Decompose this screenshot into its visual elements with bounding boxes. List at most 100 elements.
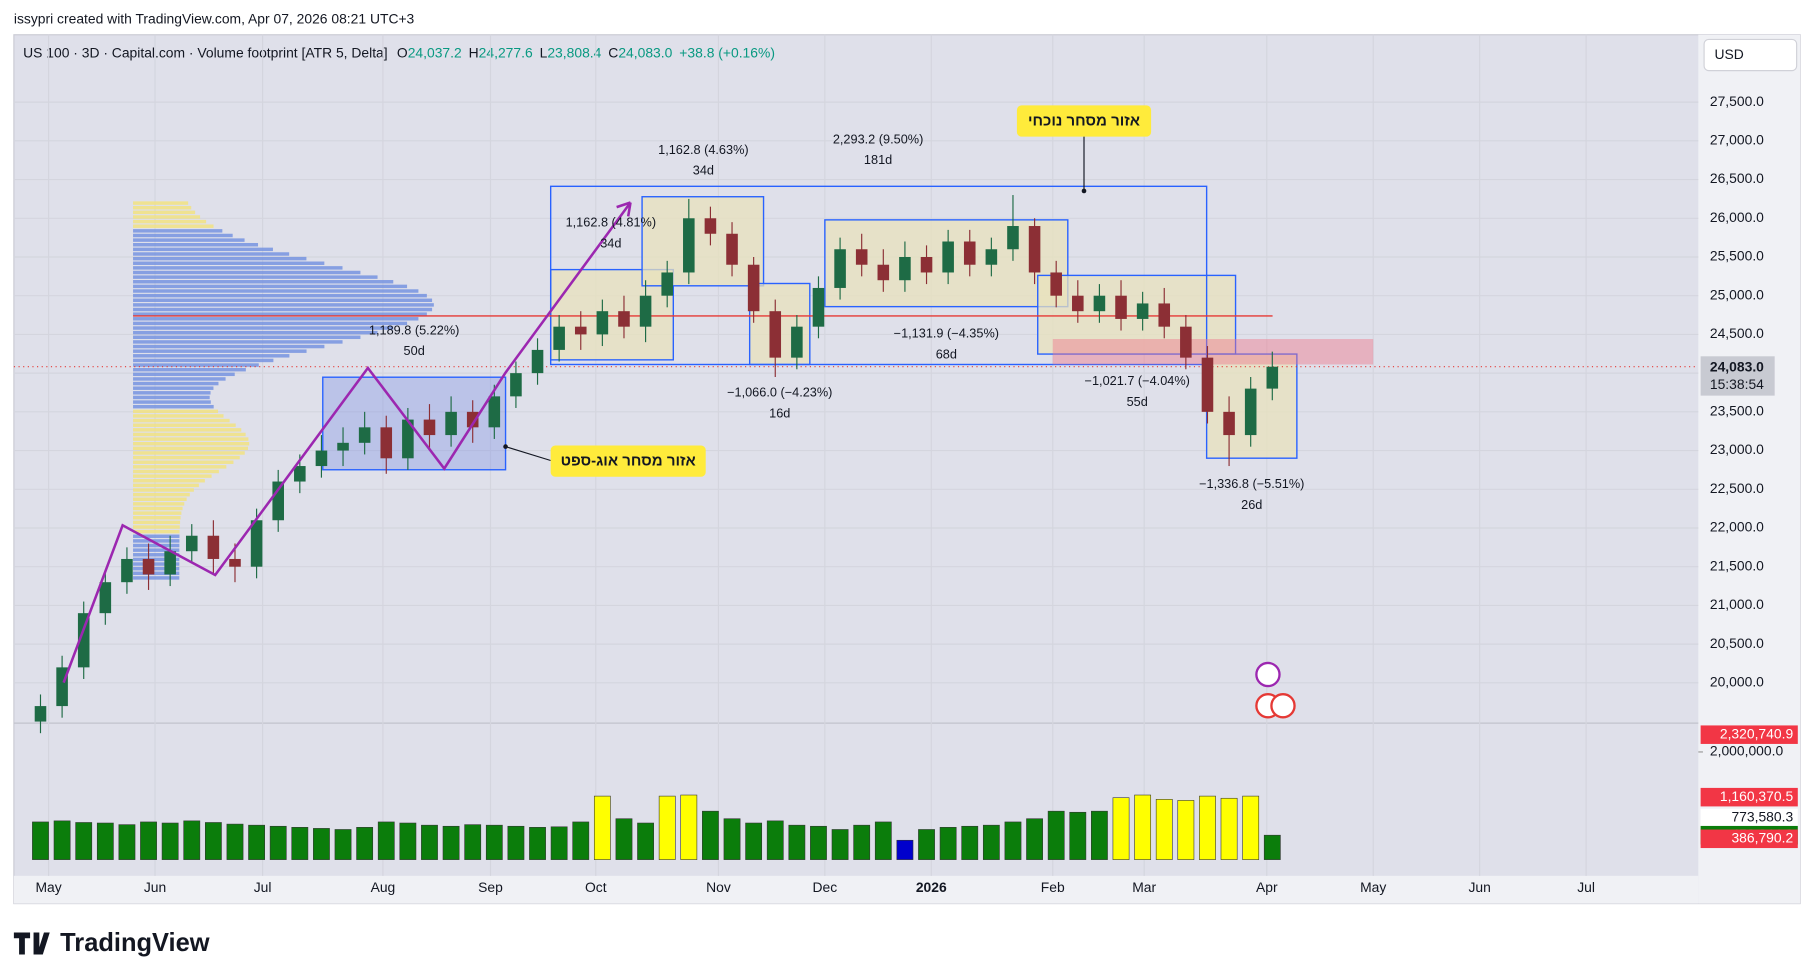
volume-profile-row [133,553,180,557]
currency[interactable]: USD [1715,46,1744,62]
measure-box [1205,353,1298,459]
volume-profile-row [133,511,182,515]
candle-body [445,411,457,436]
volume-profile-row [133,391,211,395]
callout-anchor [503,444,508,449]
volume-profile-row [133,395,210,400]
volume-bar [702,810,719,860]
measure-change: 1,162.8 (4.63%) [658,142,749,157]
volume-profile-row [133,488,194,492]
candle-body [596,311,609,335]
volume-profile-row [133,441,250,446]
volume-bar [334,829,352,860]
volume-bar [680,794,698,860]
volume-profile-row [133,233,233,238]
event-icon [1270,693,1296,719]
volume-bar [1134,794,1152,860]
ohlc-value: 24,277.6 [479,44,533,60]
candle-body [1244,388,1257,436]
volume-bar [507,825,525,860]
ohlc-value: 24,083.0 [618,44,672,60]
candle-body [488,396,501,428]
volume-bar [1263,834,1281,860]
volume-profile-row [133,469,219,474]
volume-bar [982,824,1000,860]
time-label: Aug [371,879,396,895]
volume-profile-row [133,243,259,247]
time-label: Feb [1041,879,1065,895]
volume-profile-row [133,428,242,432]
measure-change: −1,336.8 (−5.51%) [1199,476,1304,491]
volume-bar [766,820,784,860]
volume-profile-row [133,543,180,548]
volume-profile-row [133,303,434,307]
volume-bar [1047,810,1065,860]
measure-box [641,196,765,287]
volume-bar [572,821,590,860]
candle-body [294,466,306,482]
y2-tick-label: 2,000,000.0 [1710,743,1784,759]
volume-badge-label: 773,580.3 [1731,809,1793,825]
measure-duration: 55d [1127,394,1148,409]
time-label: May [35,879,61,895]
volume-bar [896,839,914,860]
volume-profile-row [133,571,180,576]
volume-bar [1069,811,1087,860]
volume-profile-row [133,275,378,279]
time-label: Sep [478,879,503,895]
callout-leader [505,446,551,462]
volume-bar [442,825,460,860]
volume-profile-row [133,404,214,409]
candle-body [1072,295,1084,312]
candle-body [1050,272,1062,296]
volume-profile-row [133,566,180,571]
y-tick-label: 27,000.0 [1710,132,1764,148]
ohlc-key: H [469,44,479,60]
volume-bar [810,825,827,860]
currency-button[interactable] [1703,38,1798,72]
volume-profile-row [133,506,183,511]
volume-profile-row [133,247,273,252]
volume-profile-row [133,414,224,418]
volume-profile-row [133,446,248,451]
volume-bar [874,821,892,860]
volume-bar [356,827,374,860]
volume-profile-row [133,576,180,580]
candle-body [250,520,263,567]
measure-change: 1,162.8 (4.81%) [566,215,657,230]
volume-profile-row [133,289,419,293]
candle-body [963,241,976,265]
measure-change: −1,066.0 (−4.23%) [727,385,832,400]
candle-body [380,427,393,459]
volume-profile-row [133,497,187,501]
volume-profile-row [133,261,325,265]
volume-bar [269,825,287,860]
volume-bar [53,820,71,860]
measure-change: 1,189.8 (5.22%) [369,322,460,337]
volume-profile-row [133,266,343,270]
volume-bar [637,822,654,860]
y-tick-label: 25,500.0 [1710,248,1764,264]
volume-bar [918,829,935,860]
volume-bar [1177,800,1195,860]
y-tick-label: 22,500.0 [1710,480,1764,496]
time-label: Apr [1256,879,1278,895]
y-tick-label: 25,000.0 [1710,286,1764,302]
candle-body [510,373,522,397]
volume-profile-row [133,377,226,381]
logo-text: TradingView [60,929,210,957]
volume-profile-row [133,358,274,363]
volume-profile-row [133,520,181,525]
candle-body [769,311,782,358]
y-tick-label: 23,000.0 [1710,441,1764,457]
volume-profile-row [133,367,246,372]
volume-profile-row [133,548,180,552]
time-label: May [1360,879,1386,895]
candle-body [791,326,803,358]
volume-profile-row [133,215,201,219]
volume-bar [1112,797,1130,860]
time-label: Jul [254,879,272,895]
volume-bar [313,828,330,860]
y-tick-label: 22,000.0 [1710,519,1764,535]
candle-body [1028,226,1041,273]
